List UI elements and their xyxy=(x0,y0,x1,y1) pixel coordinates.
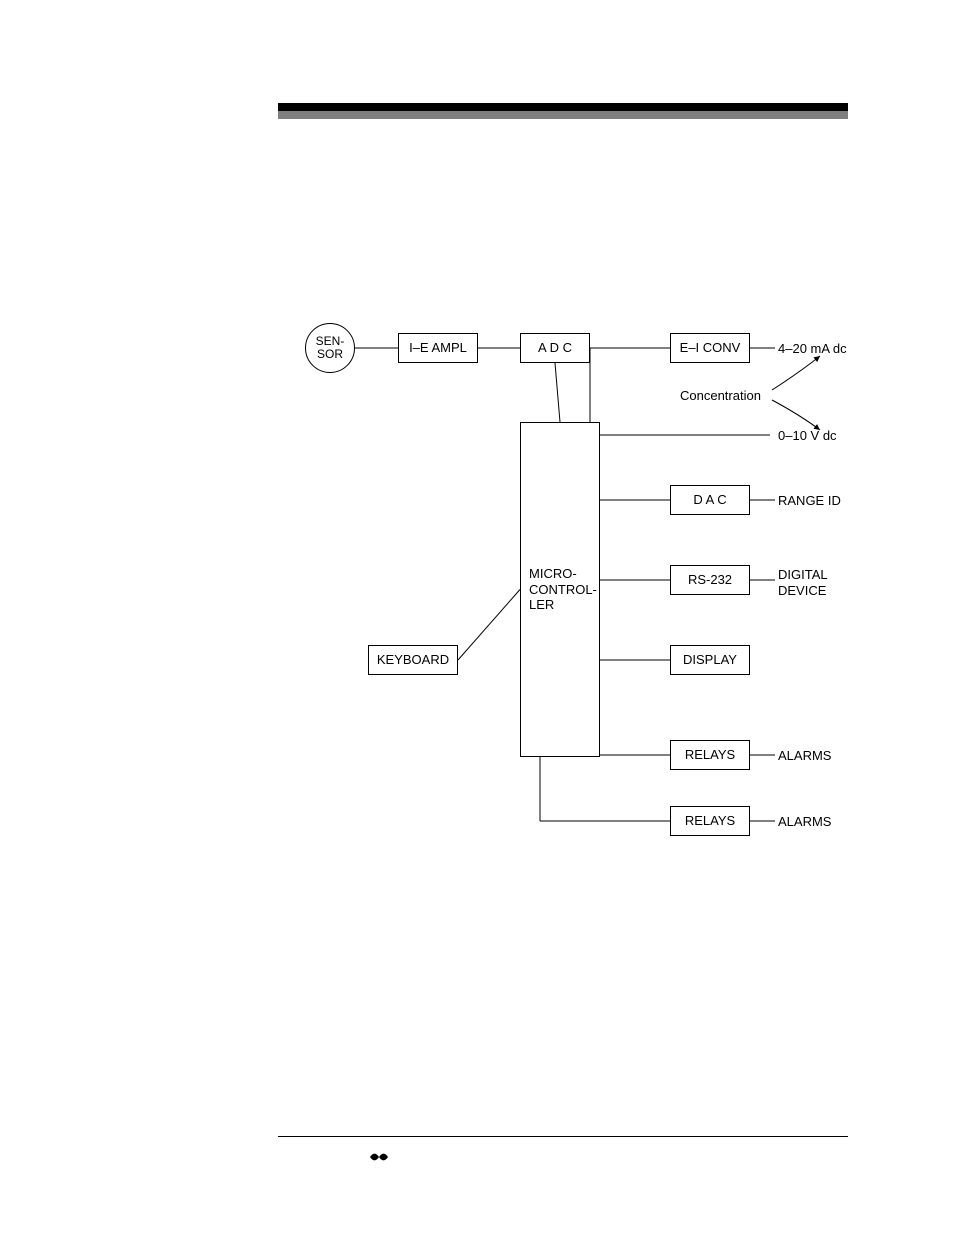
rs232-node: RS-232 xyxy=(670,565,750,595)
sensor-node: SEN- SOR xyxy=(305,323,355,373)
footer-rule xyxy=(278,1136,848,1137)
micro-node: MICRO- CONTROL- LER xyxy=(520,422,600,757)
lrng-label: RANGE ID xyxy=(778,493,841,509)
dac-node: D A C xyxy=(670,485,750,515)
l010v-label: 0–10 V dc xyxy=(778,428,837,444)
lal1-label: ALARMS xyxy=(778,748,831,764)
rel1-node: RELAYS xyxy=(670,740,750,770)
eiconv-node: E–I CONV xyxy=(670,333,750,363)
rel2-node: RELAYS xyxy=(670,806,750,836)
footer-logo-icon xyxy=(370,1150,388,1169)
page: SEN- SOR I–E AMPL A D C E–I CONV MICRO- CONT… xyxy=(0,0,954,1235)
disp-node: DISPLAY xyxy=(670,645,750,675)
block-diagram: SEN- SOR I–E AMPL A D C E–I CONV MICRO- CONT… xyxy=(0,0,954,1235)
lal2-label: ALARMS xyxy=(778,814,831,830)
ldig-label: DIGITAL DEVICE xyxy=(778,567,828,598)
ie-node: I–E AMPL xyxy=(398,333,478,363)
lconc-label: Concentration xyxy=(680,388,761,404)
adc-node: A D C xyxy=(520,333,590,363)
l420-label: 4–20 mA dc xyxy=(778,341,847,357)
diagram-connectors xyxy=(0,0,954,1235)
kbd-node: KEYBOARD xyxy=(368,645,458,675)
